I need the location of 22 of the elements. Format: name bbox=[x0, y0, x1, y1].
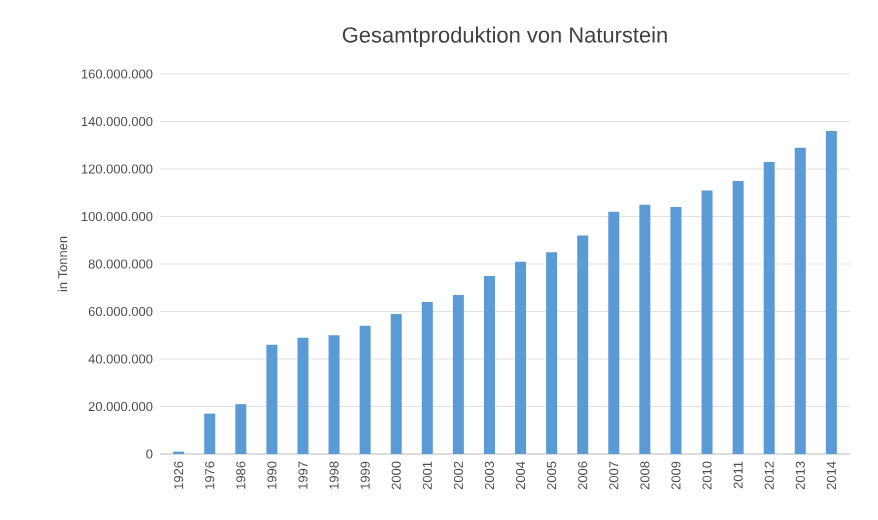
bar bbox=[421, 302, 433, 454]
bar bbox=[577, 235, 589, 454]
bar bbox=[297, 337, 309, 454]
bar bbox=[266, 344, 278, 454]
bar bbox=[825, 131, 837, 454]
bar bbox=[732, 180, 744, 454]
bar bbox=[328, 335, 340, 454]
bar bbox=[452, 294, 464, 454]
bar bbox=[390, 313, 402, 454]
bar bbox=[359, 325, 371, 454]
bar bbox=[763, 161, 775, 454]
bar bbox=[670, 207, 682, 454]
bar bbox=[204, 413, 216, 454]
bar bbox=[515, 261, 527, 454]
bar bbox=[639, 204, 651, 454]
bar bbox=[608, 211, 620, 454]
bar bbox=[483, 275, 495, 454]
bar bbox=[701, 190, 713, 454]
bar bbox=[235, 404, 247, 454]
bar bbox=[546, 252, 558, 454]
bar bbox=[794, 147, 806, 454]
chart-title: Gesamtproduktion von Naturstein bbox=[342, 26, 667, 47]
